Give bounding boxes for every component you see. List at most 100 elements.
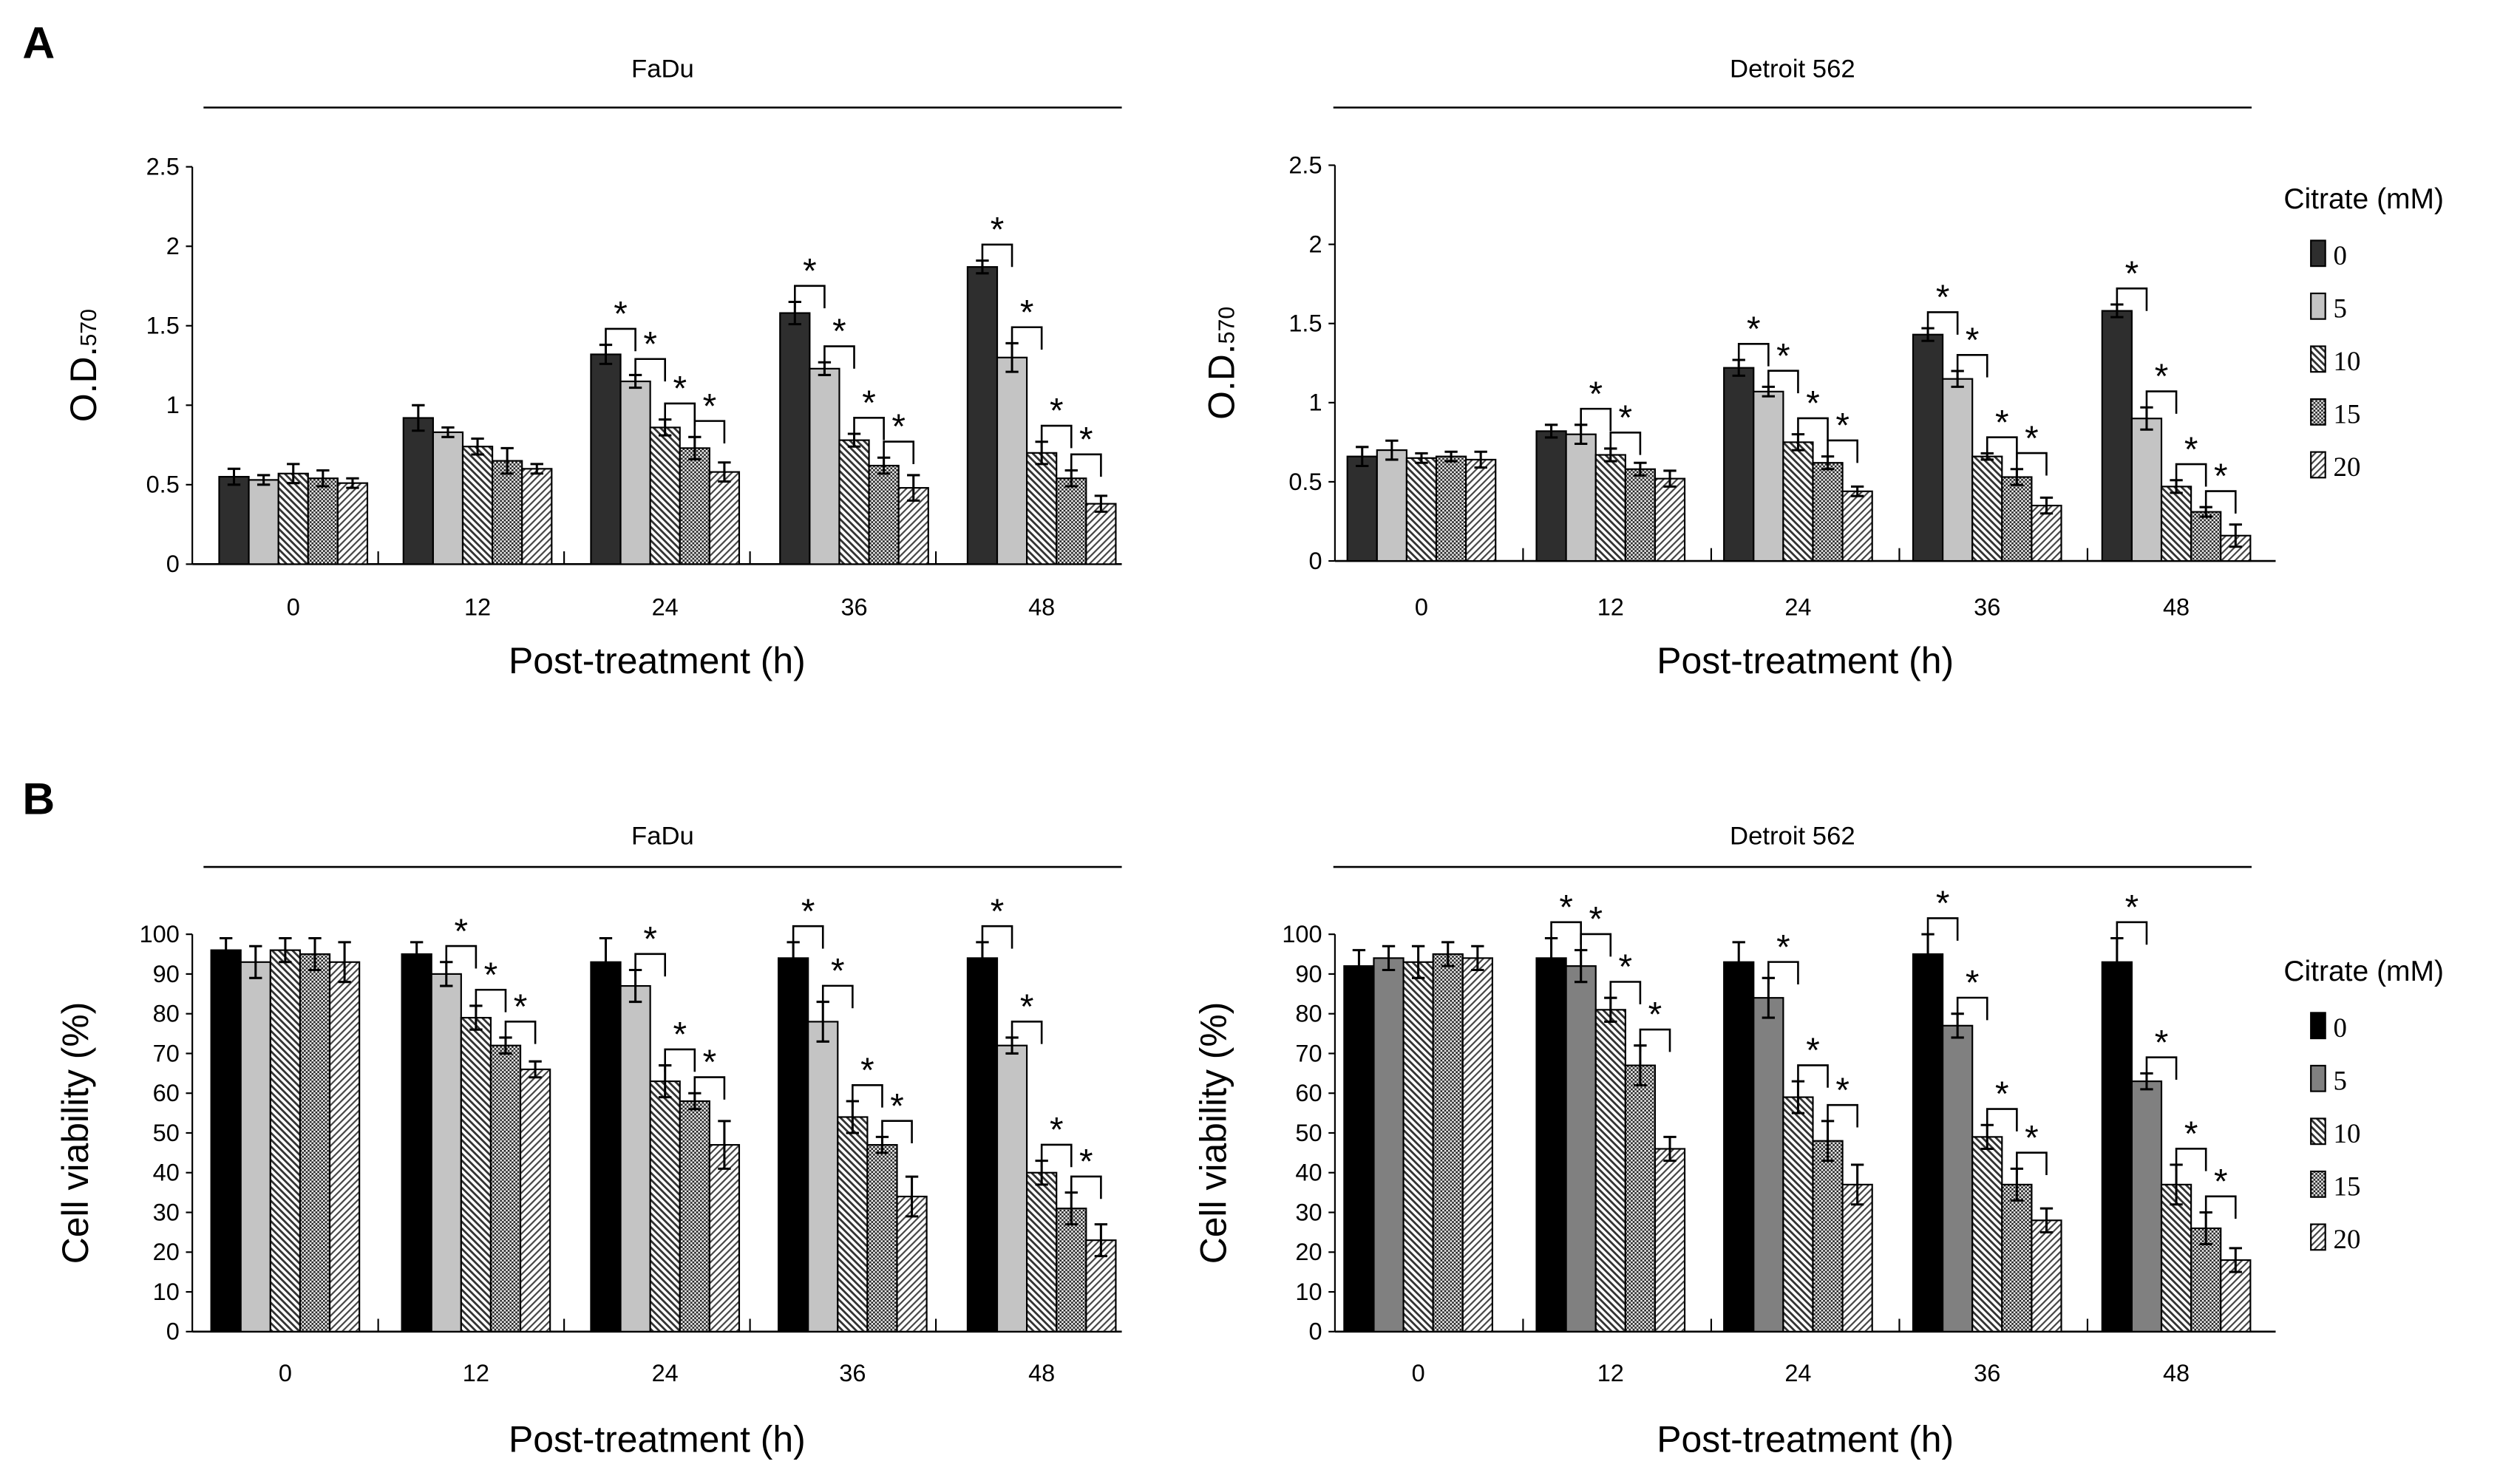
- bar-0mM-24h: [1723, 367, 1755, 562]
- error-bar: [1732, 941, 1745, 984]
- error-bar: [1471, 944, 1484, 972]
- y-tick-label: 70: [1295, 1040, 1322, 1066]
- bar-10mM-48h: [1026, 452, 1058, 565]
- bar-0mM-36h: [1912, 953, 1944, 1332]
- bar-0mM-36h: [1912, 333, 1944, 562]
- y-tick-label: 10: [153, 1279, 180, 1305]
- bar-15mM-24h: [1812, 462, 1844, 562]
- bar-15mM-24h: [679, 1100, 710, 1332]
- error-bar: [1415, 452, 1428, 464]
- y-axis-label: O.D.570: [63, 309, 104, 422]
- significance-bracket: [1827, 439, 1858, 463]
- y-tick-label: 0: [166, 1318, 180, 1345]
- significance-bracket: [2175, 463, 2207, 487]
- legend-label-5: 5: [2334, 293, 2347, 323]
- y-tick-label: 50: [153, 1120, 180, 1146]
- bar-20mM-36h: [2031, 504, 2062, 562]
- error-bar: [1411, 944, 1425, 979]
- significance-star: *: [803, 251, 817, 290]
- significance-star: *: [991, 892, 1005, 931]
- bar-10mM-36h: [838, 439, 870, 565]
- y-tick-label: 0: [1308, 1318, 1322, 1345]
- bar-10mM-24h: [649, 426, 681, 565]
- x-tick-label: 48: [1028, 594, 1055, 621]
- y-tick-label: 20: [1295, 1239, 1322, 1265]
- bar-15mM-36h: [866, 1144, 898, 1332]
- error-bar: [279, 937, 292, 964]
- error-bar: [227, 467, 241, 486]
- x-axis-label: Post-treatment (h): [1657, 640, 1954, 681]
- significance-star: *: [1079, 1143, 1093, 1182]
- error-bar: [1850, 485, 1864, 497]
- error-bar: [2039, 496, 2054, 515]
- x-tick-label: 48: [2163, 594, 2190, 621]
- bar-10mM-48h: [2160, 486, 2192, 562]
- significance-bracket: [823, 345, 855, 369]
- significance-bracket: [1956, 996, 1988, 1021]
- bar-10mM-12h: [1594, 1009, 1626, 1332]
- error-bar: [1382, 944, 1396, 972]
- bar-15mM-24h: [679, 447, 710, 565]
- x-axis-label: Post-treatment (h): [509, 640, 806, 681]
- significance-star: *: [1995, 403, 2009, 442]
- significance-bracket: [2204, 1195, 2237, 1219]
- bar-5mM-0h: [1373, 957, 1404, 1332]
- bar-15mM-12h: [1624, 468, 1657, 562]
- bar-5mM-0h: [240, 961, 271, 1332]
- bar-10mM-24h: [1782, 1096, 1814, 1332]
- error-bar: [308, 937, 322, 972]
- error-bar: [1385, 439, 1399, 461]
- x-tick-label: 0: [279, 1360, 292, 1386]
- bar-20mM-48h: [1085, 503, 1117, 565]
- significance-star: *: [484, 956, 498, 995]
- significance-star: *: [643, 920, 657, 959]
- significance-bracket: [693, 1076, 726, 1100]
- error-bar: [1850, 1163, 1864, 1206]
- error-bar: [412, 404, 425, 432]
- y-tick-label: 2.5: [146, 154, 180, 180]
- bar-20mM-24h: [708, 1144, 741, 1332]
- bar-10mM-0h: [1405, 457, 1438, 562]
- bar-5mM-0h: [248, 479, 279, 565]
- error-bar: [2229, 1247, 2242, 1273]
- bar-20mM-12h: [1654, 1148, 1686, 1332]
- legend-swatch-10: [2310, 345, 2326, 373]
- significance-star: *: [1835, 1071, 1849, 1110]
- y-tick-label: 1: [166, 392, 180, 418]
- y-tick-label: 60: [153, 1080, 180, 1106]
- bar-0mM-36h: [777, 957, 809, 1332]
- bar-10mM-0h: [277, 472, 309, 565]
- significance-bracket: [1580, 407, 1612, 432]
- significance-bracket: [1010, 1020, 1043, 1044]
- bar-15mM-36h: [2001, 476, 2033, 562]
- significance-bracket: [1797, 1064, 1829, 1088]
- legend-label-5: 5: [2334, 1065, 2347, 1095]
- significance-star: *: [614, 295, 628, 334]
- significance-bracket: [2016, 452, 2048, 476]
- bar-10mM-24h: [1782, 441, 1814, 562]
- significance-star: *: [1020, 987, 1034, 1027]
- significance-bracket: [693, 420, 726, 443]
- error-bar: [1094, 494, 1108, 513]
- bar-20mM-36h: [2031, 1219, 2062, 1332]
- bar-5mM-12h: [432, 431, 464, 565]
- bar-15mM-24h: [1812, 1140, 1844, 1332]
- y-tick-label: 90: [153, 961, 180, 987]
- significance-star: *: [2125, 888, 2139, 928]
- bar-20mM-0h: [336, 482, 369, 565]
- significance-star: *: [1619, 947, 1633, 987]
- x-tick-label: 48: [1028, 1360, 1055, 1386]
- y-axis-label-subscript: 570: [1215, 307, 1239, 344]
- significance-bracket: [664, 402, 696, 426]
- x-tick-label: 0: [1412, 1360, 1425, 1386]
- significance-star: *: [801, 892, 815, 931]
- error-bar: [718, 461, 731, 483]
- significance-star: *: [1806, 384, 1820, 423]
- error-bar: [441, 426, 455, 438]
- bar-20mM-12h: [521, 468, 553, 565]
- error-bar: [1634, 461, 1647, 477]
- significance-bracket: [853, 417, 885, 440]
- significance-bracket: [1609, 981, 1642, 1004]
- significance-bracket: [1986, 436, 2018, 460]
- bar-5mM-12h: [1565, 965, 1597, 1332]
